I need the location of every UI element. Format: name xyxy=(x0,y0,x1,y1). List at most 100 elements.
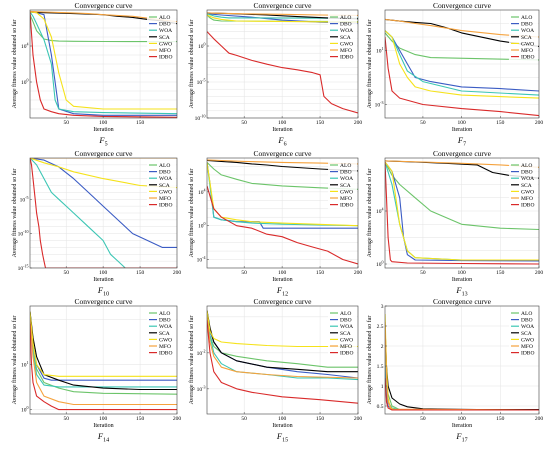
series-line-gwo xyxy=(385,161,539,261)
series-group xyxy=(30,158,177,268)
panel-label: F15 xyxy=(276,431,288,444)
y-axis-label: Average fitness value obtained so far xyxy=(11,169,18,258)
legend-entry: ALO xyxy=(159,311,170,317)
y-tick-label: 104 xyxy=(198,187,206,196)
series-line-gwo xyxy=(30,158,177,189)
panel-label: F14 xyxy=(97,431,109,444)
legend-entry: MFO xyxy=(521,196,533,202)
legend-entry: ALO xyxy=(159,163,170,169)
y-axis-label: Average fitness value obtained so far xyxy=(366,316,373,405)
series-group xyxy=(385,313,539,411)
series-line-mfo xyxy=(30,319,177,406)
legend-entry: ALO xyxy=(340,311,351,317)
x-tick-label: 50 xyxy=(241,270,247,276)
x-tick-label: 150 xyxy=(496,270,505,276)
x-tick-label: 100 xyxy=(278,120,287,126)
y-tick-label: 100 xyxy=(21,405,29,414)
chart-panel: 50 100 150 200 10-3 10-2 Convergence curve Iter… xyxy=(188,297,362,444)
legend-entry: SCA xyxy=(521,331,532,337)
series-line-mfo xyxy=(207,159,358,165)
x-tick-label: 50 xyxy=(241,416,247,422)
y-axis-label: Average fitness value obtained so far xyxy=(366,169,373,258)
y-tick-label: 10-10 xyxy=(195,114,206,123)
axes-frame xyxy=(29,305,178,415)
x-tick-label: 100 xyxy=(457,270,466,276)
x-tick-label: 100 xyxy=(99,270,108,276)
series-line-gwo xyxy=(30,11,177,110)
chart-title: Convergence curve xyxy=(433,1,492,10)
chart-title: Convergence curve xyxy=(75,149,134,158)
x-tick-label: 100 xyxy=(457,120,466,126)
series-line-idbo xyxy=(30,11,177,118)
series-line-woa xyxy=(207,13,358,19)
legend-entry: MFO xyxy=(340,344,352,350)
legend-entry: GWO xyxy=(340,337,353,343)
legend-entry: MFO xyxy=(159,196,171,202)
y-tick-label: 101 xyxy=(21,360,29,369)
y-axis-label: Average fitness value obtained so far xyxy=(188,20,195,109)
series-group xyxy=(385,160,539,265)
y-tick-label: 1 xyxy=(381,384,384,390)
series-line-mfo xyxy=(207,316,358,379)
panel-label: F13 xyxy=(455,285,467,298)
legend-entry: WOA xyxy=(340,176,353,182)
legend-entry: WOA xyxy=(340,28,353,34)
series-line-idbo xyxy=(385,36,539,117)
x-tick-label: 150 xyxy=(136,120,145,126)
series-line-dbo xyxy=(30,158,177,248)
x-tick-label: 200 xyxy=(535,416,544,422)
axes-frame xyxy=(206,9,359,119)
legend-entry: SCA xyxy=(159,331,170,337)
x-axis-label: Iteration xyxy=(452,127,472,133)
series-line-woa xyxy=(207,162,358,227)
legend-entry: DBO xyxy=(521,318,533,324)
legend-entry: MFO xyxy=(521,344,533,350)
series-line-idbo xyxy=(385,377,539,411)
legend-entry: DBO xyxy=(521,22,533,28)
legend-entry: GWO xyxy=(340,189,353,195)
x-tick-label: 100 xyxy=(278,270,287,276)
x-tick-label: 150 xyxy=(496,416,505,422)
legend-entry: MFO xyxy=(340,196,352,202)
y-axis-label: Average fitness value obtained so far xyxy=(11,20,18,109)
x-tick-label: 50 xyxy=(420,416,426,422)
x-tick-label: 100 xyxy=(457,416,466,422)
chart-title: Convergence curve xyxy=(75,297,134,306)
y-tick-label: 10-5 xyxy=(20,195,29,204)
y-tick-label: 10-4 xyxy=(197,255,206,264)
legend-entry: ALO xyxy=(159,15,170,21)
legend-entry: GWO xyxy=(521,189,534,195)
x-tick-label: 50 xyxy=(63,416,69,422)
legend-entry: SCA xyxy=(340,331,351,337)
series-line-alo xyxy=(385,32,539,61)
y-tick-label: 2.5 xyxy=(377,324,384,330)
panel-label: F7 xyxy=(457,135,466,148)
series-line-idbo xyxy=(385,161,539,265)
chart-title: Convergence curve xyxy=(254,1,313,10)
x-tick-label: 200 xyxy=(354,270,363,276)
legend-entry: WOA xyxy=(521,176,534,182)
y-tick-label: 10-3 xyxy=(375,100,384,109)
x-axis-label: Iteration xyxy=(452,423,472,429)
chart-panel: 50 100 150 200 10-15 10-10 10-5 Convergence cur… xyxy=(11,149,181,298)
x-tick-label: 150 xyxy=(136,270,145,276)
chart-panel: 50 100 150 200 10-3 101 Convergence curve Itera… xyxy=(366,1,543,148)
axes-frame xyxy=(206,157,359,269)
y-tick-label: 0.5 xyxy=(377,404,384,410)
legend-entry: SCA xyxy=(521,35,532,41)
legend-entry: IDBO xyxy=(159,351,172,357)
x-tick-label: 150 xyxy=(496,120,505,126)
legend-entry: WOA xyxy=(159,324,172,330)
legend-entry: WOA xyxy=(159,176,172,182)
chart-panel: 50 100 150 200 100 101 Convergence curve Iterat… xyxy=(11,297,181,444)
legend-entry: SCA xyxy=(159,183,170,189)
axes-frame xyxy=(206,305,359,415)
panel-label: F5 xyxy=(98,135,107,148)
x-tick-label: 200 xyxy=(354,416,363,422)
series-line-gwo xyxy=(30,311,177,377)
